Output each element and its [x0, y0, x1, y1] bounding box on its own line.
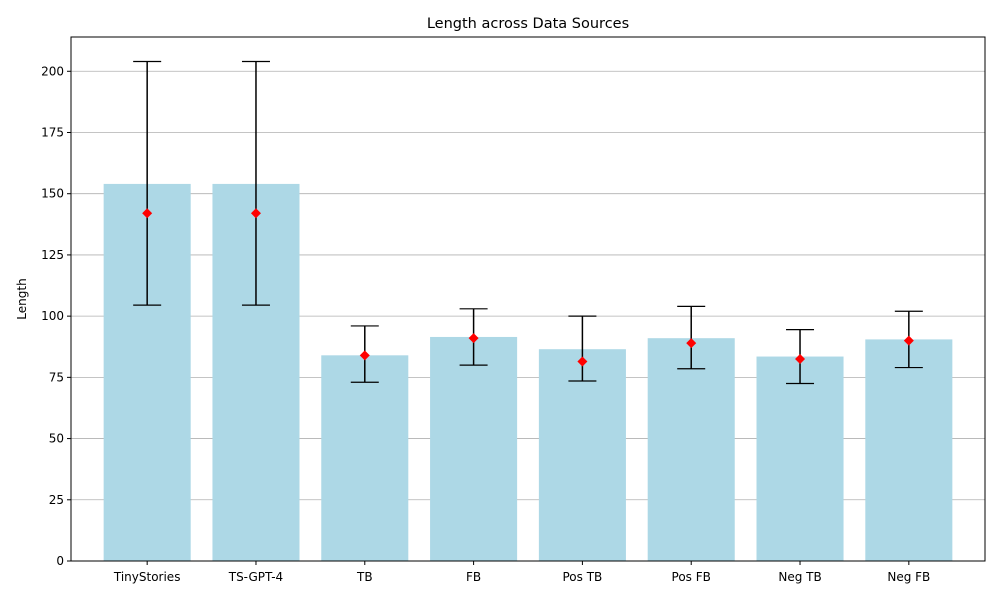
- bar: [538, 349, 626, 561]
- bar: [647, 338, 735, 561]
- y-tick-label: 125: [41, 248, 64, 262]
- y-tick-label: 25: [49, 493, 64, 507]
- y-tick-label: 0: [56, 554, 64, 568]
- bar: [865, 339, 953, 561]
- y-tick-label: 150: [41, 187, 64, 201]
- y-tick-label: 100: [41, 309, 64, 323]
- median-marker: [903, 335, 914, 346]
- bars: [103, 183, 953, 561]
- bar: [756, 356, 844, 561]
- median-marker: [577, 356, 588, 367]
- y-axis-label: Length: [15, 278, 29, 319]
- chart-title: Length across Data Sources: [427, 16, 629, 32]
- y-tick-label: 75: [49, 370, 64, 384]
- y-tick-label: 175: [41, 125, 64, 139]
- x-tick-label: TB: [356, 570, 373, 584]
- bar: [430, 336, 518, 561]
- x-tick-label: Pos TB: [563, 570, 603, 584]
- x-tick-label: TinyStories: [113, 570, 181, 584]
- median-marker: [795, 353, 806, 364]
- y-tick-label: 200: [41, 64, 64, 78]
- median-marker: [250, 208, 261, 219]
- median-marker: [142, 208, 153, 219]
- y-axis-ticks: 0 25 50 75 100 125 150 175 200: [41, 64, 71, 568]
- x-axis-ticks: TinyStories TS-GPT-4 TB FB Pos TB Pos FB Neg T…: [113, 561, 930, 584]
- plot-frame: [70, 36, 986, 562]
- median-marker: [359, 350, 370, 361]
- x-tick-label: FB: [466, 570, 481, 584]
- x-tick-label: Neg FB: [887, 570, 930, 584]
- error-bars: [133, 60, 923, 385]
- median-marker: [686, 338, 697, 349]
- bar: [321, 355, 409, 561]
- x-tick-label: TS-GPT-4: [228, 570, 283, 584]
- y-tick-label: 50: [49, 432, 64, 446]
- x-tick-label: Neg TB: [778, 570, 821, 584]
- grid-lines: [71, 70, 985, 501]
- median-markers: [142, 208, 914, 367]
- median-marker: [468, 333, 479, 344]
- x-tick-label: Pos FB: [672, 570, 711, 584]
